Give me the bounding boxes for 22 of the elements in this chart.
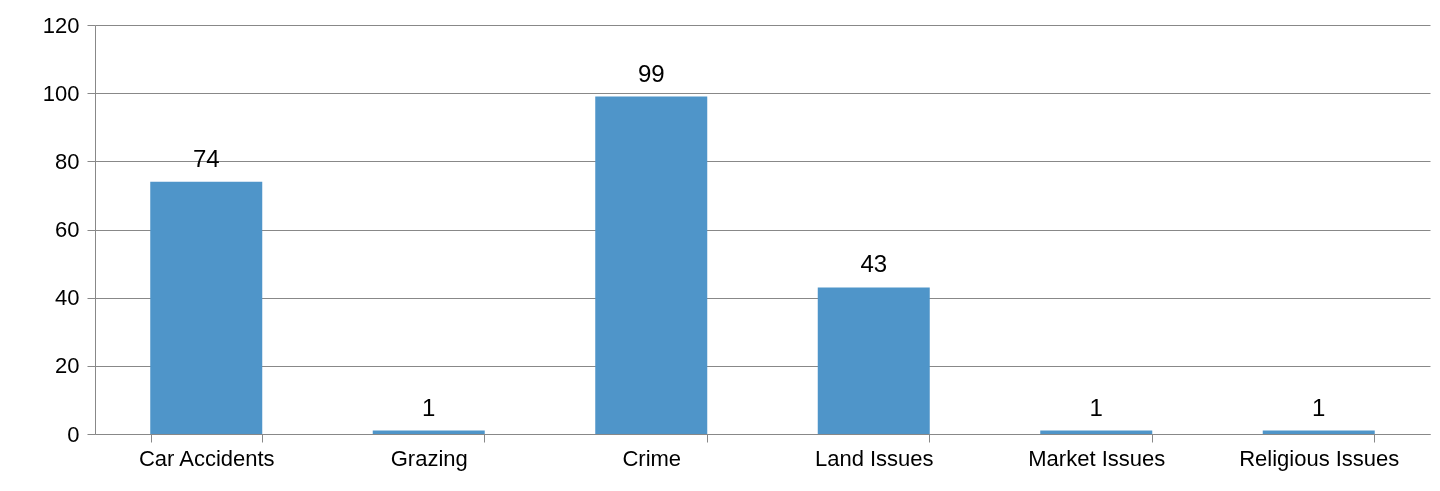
x-tick-label: Market Issues [1028,445,1166,471]
y-tick-label: 100 [42,80,80,106]
y-tick-label: 0 [67,421,80,447]
x-tick-label: Grazing [390,445,468,471]
bar [817,287,930,434]
x-tick-label: Car Accidents [138,445,275,471]
y-tick-label: 60 [55,217,80,242]
data-label: 1 [1089,393,1103,421]
x-tick-label: Crime [622,445,682,471]
y-tick-label: 80 [55,148,80,174]
bar [150,181,263,434]
data-label: 74 [192,144,220,172]
x-tick-label: Religious Issues [1239,445,1400,471]
y-tick-label: 120 [42,12,80,38]
data-label: 99 [637,59,665,87]
data-label: 43 [860,250,888,278]
y-tick-label: 20 [55,353,80,379]
x-tick-label: Land Issues [814,445,934,471]
data-label: 1 [422,393,436,421]
data-label: 1 [1312,393,1326,421]
bar [595,96,708,434]
y-tick-label: 40 [55,285,80,311]
